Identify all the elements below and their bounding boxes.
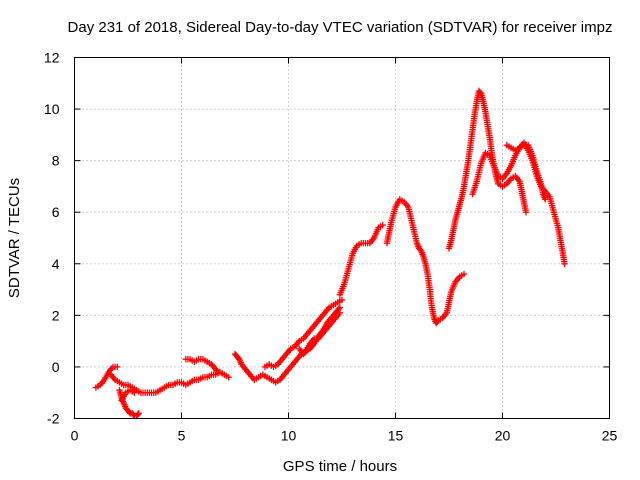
data-point	[135, 410, 142, 417]
data-point	[338, 296, 346, 304]
x-tick-label: 20	[495, 428, 511, 444]
data-point	[379, 221, 386, 229]
data-point	[561, 260, 568, 267]
data-point	[134, 411, 141, 418]
data-point	[131, 389, 138, 396]
y-tick-label: 10	[44, 101, 60, 117]
data-point	[214, 368, 222, 376]
series-seg6	[231, 304, 344, 386]
series-seg11	[445, 87, 530, 252]
data-point	[335, 305, 342, 313]
data-point	[114, 363, 121, 371]
y-axis-title: SDTVAR / TECUs	[6, 178, 23, 298]
series-seg5	[182, 355, 222, 376]
y-tick-label: 4	[52, 256, 60, 272]
data-point	[460, 270, 468, 278]
series-seg10	[383, 196, 468, 327]
y-tick-label: 6	[52, 204, 60, 220]
x-tick-label: 15	[388, 428, 404, 444]
grid-layer	[74, 57, 610, 419]
x-tick-label: 10	[281, 428, 297, 444]
series-seg12	[469, 139, 568, 267]
y-tick-label: 2	[52, 307, 60, 323]
series-seg1	[92, 363, 121, 391]
series-seg4	[118, 386, 138, 404]
data-point	[336, 309, 344, 316]
x-tick-label: 25	[602, 428, 618, 444]
data-points-layer	[92, 87, 568, 420]
data-point	[434, 318, 441, 326]
data-point	[522, 209, 530, 216]
y-tick-label: 12	[44, 50, 60, 66]
series-seg13	[503, 141, 549, 203]
y-tick-label: 8	[52, 153, 60, 169]
series-seg9	[336, 221, 386, 298]
data-point	[225, 374, 232, 381]
data-point	[542, 196, 549, 203]
x-axis-title: GPS time / hours	[283, 458, 397, 475]
x-tick-label: 5	[178, 428, 186, 444]
data-point	[301, 349, 308, 356]
tick-layer	[74, 57, 610, 419]
x-tick-label: 0	[71, 428, 79, 444]
data-point	[125, 408, 133, 416]
y-tick-label: 0	[52, 359, 60, 375]
chart-title: Day 231 of 2018, Sidereal Day-to-day VTE…	[68, 19, 613, 36]
plot-frame	[74, 57, 610, 419]
tick-label-layer: 0 5 10 15 20 25 -2 0 2 4 6 8 10 12	[44, 50, 618, 444]
series-seg2	[107, 368, 232, 396]
series-seg7	[261, 296, 346, 371]
y-tick-label: -2	[47, 411, 60, 427]
series-seg8	[296, 309, 344, 358]
data-point	[476, 89, 484, 96]
